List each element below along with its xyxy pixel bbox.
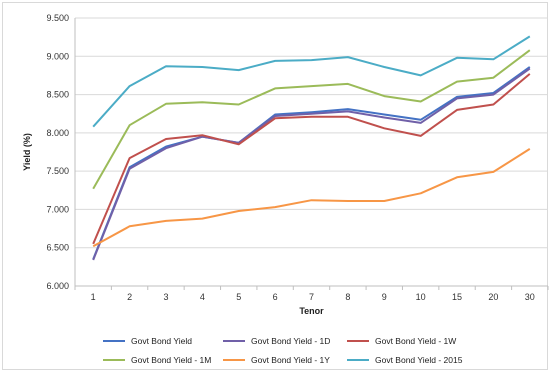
x-tick-label: 9 — [382, 292, 387, 302]
series-line-4 — [92, 49, 531, 190]
x-tick-label: 8 — [345, 292, 350, 302]
series-line-2 — [92, 67, 531, 261]
legend-label: Govt Bond Yield - 1D — [251, 336, 330, 346]
series-line-3 — [92, 73, 531, 245]
x-tick-label: 6 — [273, 292, 278, 302]
legend-label: Govt Bond Yield - 1W — [375, 336, 456, 346]
y-tick-label: 6.500 — [46, 243, 69, 253]
x-tick-label: 3 — [163, 292, 168, 302]
y-tick-labels: 6.000 6.500 7.000 7.500 8.000 8.500 9.000 9.500 — [46, 13, 69, 291]
x-tick-labels: 1 2 3 4 5 6 7 8 9 10 15 20 30 — [91, 292, 535, 302]
y-tick-label: 7.500 — [46, 166, 69, 176]
series-line-6 — [92, 35, 531, 128]
legend: Govt Bond Yield Govt Bond Yield - 1D Govt … — [103, 336, 463, 365]
x-tick-label: 10 — [416, 292, 426, 302]
x-tick-label: 30 — [525, 292, 535, 302]
y-tick-label: 6.000 — [46, 281, 69, 291]
series-lines — [92, 35, 531, 261]
legend-label: Govt Bond Yield - 1M — [131, 355, 211, 365]
y-axis-label: Yield (%) — [22, 133, 32, 171]
legend-label: Govt Bond Yield - 2015 — [375, 355, 463, 365]
y-tick-label: 8.500 — [46, 90, 69, 100]
y-tick-label: 9.000 — [46, 51, 69, 61]
x-tick-label: 7 — [309, 292, 314, 302]
legend-label: Govt Bond Yield — [131, 336, 192, 346]
x-tick-label: 2 — [127, 292, 132, 302]
x-axis-label: Tenor — [299, 306, 324, 316]
x-tick-label: 20 — [488, 292, 498, 302]
x-tick-label: 15 — [452, 292, 462, 302]
y-tick-label: 8.000 — [46, 128, 69, 138]
chart-frame — [2, 2, 548, 370]
series-line-1 — [92, 66, 531, 260]
series-line-5 — [92, 148, 531, 248]
x-tick-label: 1 — [91, 292, 96, 302]
y-tick-label: 7.000 — [46, 204, 69, 214]
x-tick-label: 5 — [236, 292, 241, 302]
y-tick-label: 9.500 — [46, 13, 69, 23]
legend-label: Govt Bond Yield - 1Y — [251, 355, 330, 365]
x-tick-label: 4 — [200, 292, 205, 302]
axes — [74, 18, 549, 290]
